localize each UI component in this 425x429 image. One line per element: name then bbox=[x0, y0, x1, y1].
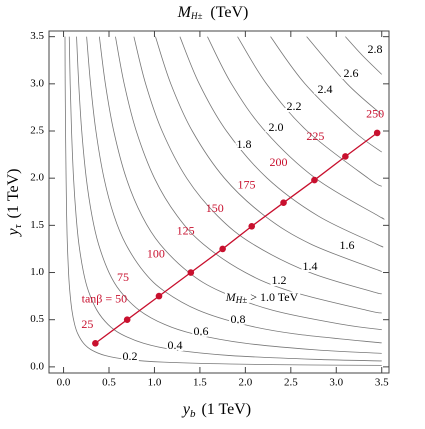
y-tick-label: 3.5 bbox=[30, 30, 44, 42]
contour-label: 1.2 bbox=[272, 273, 287, 287]
y-tick-label: 3.0 bbox=[30, 77, 44, 89]
contour-label: MH± > 1.0 TeV bbox=[225, 290, 299, 305]
x-label-sub: b bbox=[190, 408, 196, 420]
x-tick-label: 1.0 bbox=[148, 377, 162, 389]
tan-beta-label: 100 bbox=[147, 246, 165, 260]
contour-line bbox=[179, 36, 384, 248]
y-tick-label: 0.5 bbox=[30, 313, 44, 325]
tan-beta-label: 75 bbox=[117, 270, 129, 284]
tan-beta-label: 125 bbox=[177, 224, 195, 238]
tan-beta-point bbox=[187, 269, 195, 276]
tan-beta-point bbox=[248, 222, 256, 230]
title-sub: H± bbox=[190, 11, 202, 21]
tan-beta-label: 250 bbox=[366, 107, 384, 121]
tan-beta-label: 225 bbox=[306, 129, 324, 143]
y-axis-label: yτ (1 TeV) bbox=[5, 168, 24, 237]
y-label-symbol: y bbox=[5, 228, 22, 238]
contour-line bbox=[155, 36, 382, 272]
contour-line bbox=[76, 36, 382, 354]
x-tick-label: 0.5 bbox=[102, 377, 116, 389]
tan-beta-point bbox=[373, 129, 381, 137]
contour-label: 0.8 bbox=[231, 312, 246, 326]
contour-label: 2.0 bbox=[269, 120, 284, 134]
tan-beta-point bbox=[342, 153, 349, 160]
x-tick-label: 2.0 bbox=[238, 377, 252, 389]
tan-beta-label: tanβ = 50 bbox=[82, 291, 128, 305]
contour-line bbox=[64, 36, 382, 366]
x-label-unit: (1 TeV) bbox=[201, 401, 251, 418]
x-tick-label: 2.5 bbox=[284, 377, 298, 389]
x-tick-label: 1.5 bbox=[193, 377, 207, 389]
chart-title: MH± (TeV) bbox=[177, 4, 249, 21]
x-axis-label: yb (1 TeV) bbox=[181, 401, 251, 420]
tan-beta-point bbox=[92, 339, 99, 347]
x-label-symbol: y bbox=[181, 401, 191, 418]
tan-beta-line bbox=[94, 132, 378, 344]
contour-label: 0.6 bbox=[194, 324, 209, 338]
y-tick-label: 1.5 bbox=[30, 219, 44, 231]
contour-line bbox=[115, 36, 382, 314]
tan-beta-label: 200 bbox=[269, 155, 287, 169]
x-tick-label: 0.0 bbox=[57, 377, 71, 389]
contours bbox=[64, 36, 385, 366]
y-label-unit: (1 TeV) bbox=[5, 168, 22, 218]
title-unit: (TeV) bbox=[210, 4, 248, 21]
y-tick-label: 0.0 bbox=[30, 360, 44, 372]
contour-label: 2.6 bbox=[344, 66, 359, 80]
tan-beta-point bbox=[311, 176, 318, 184]
tan-beta-point bbox=[123, 316, 131, 323]
y-tick-label: 1.0 bbox=[30, 266, 44, 278]
contour-line bbox=[98, 36, 382, 331]
plot-frame bbox=[48, 30, 390, 374]
contour-line bbox=[86, 36, 382, 344]
tan-beta-label: 175 bbox=[238, 177, 256, 191]
contour-label-symbol: M bbox=[225, 290, 237, 304]
contour-line bbox=[133, 36, 382, 295]
x-tick-label: 3.5 bbox=[375, 377, 389, 389]
contour-line bbox=[207, 36, 385, 220]
contour-label: 1.6 bbox=[340, 238, 355, 252]
y-tick-label: 2.5 bbox=[30, 125, 44, 137]
contour-line bbox=[345, 36, 383, 75]
contour-label: 0.2 bbox=[123, 349, 138, 363]
y-tick-label: 2.0 bbox=[30, 172, 44, 184]
contour-label: 2.8 bbox=[368, 42, 383, 56]
contour-label: 1.8 bbox=[237, 137, 252, 151]
tan-beta-label: 25 bbox=[81, 317, 93, 331]
tan-beta-point bbox=[219, 245, 226, 253]
contour-label: 2.4 bbox=[318, 82, 333, 96]
contour-line bbox=[306, 36, 382, 115]
contour-label: 2.2 bbox=[287, 99, 302, 113]
tan-beta-point bbox=[155, 292, 163, 300]
contour-label-text: > 1.0 TeV bbox=[250, 290, 298, 304]
contour-line bbox=[68, 36, 382, 362]
contour-line bbox=[270, 36, 382, 153]
contour-label: 0.4 bbox=[168, 338, 183, 352]
contour-label-sub: H± bbox=[235, 295, 247, 305]
y-label-sub: τ bbox=[12, 223, 24, 228]
contour-line bbox=[237, 36, 382, 187]
x-tick-label: 3.0 bbox=[329, 377, 343, 389]
contour-label: 1.4 bbox=[303, 259, 318, 273]
tan-beta-point bbox=[280, 199, 287, 207]
title-symbol: M bbox=[177, 4, 193, 21]
tan-beta-label: 150 bbox=[206, 201, 224, 215]
